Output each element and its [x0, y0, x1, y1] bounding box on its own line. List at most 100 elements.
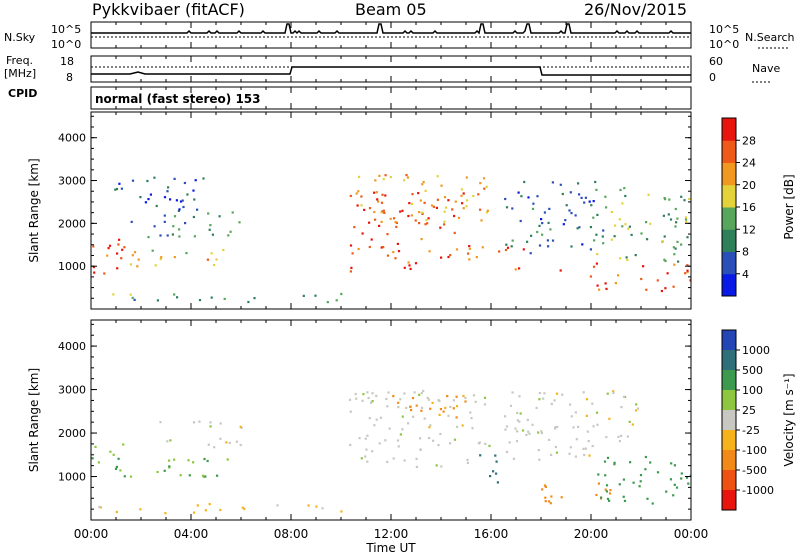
range-cell — [349, 443, 352, 447]
range-cell — [522, 248, 525, 251]
date-label: 26/Nov/2015 — [584, 0, 688, 19]
range-cell — [521, 429, 525, 432]
range-cell — [583, 201, 586, 204]
range-cell — [395, 225, 398, 228]
range-cell — [536, 230, 539, 234]
range-cell — [129, 293, 132, 296]
velocity-cells — [91, 389, 691, 515]
range-cell — [646, 238, 649, 241]
range-cell — [382, 209, 385, 212]
colorbar-tick-label: 24 — [742, 157, 756, 170]
range-cell — [429, 424, 432, 427]
range-cell — [146, 179, 149, 183]
range-cell — [168, 465, 171, 468]
range-cell — [620, 434, 623, 437]
range-cell — [644, 468, 647, 471]
range-cell — [384, 439, 387, 442]
range-cell — [540, 432, 543, 435]
range-cell — [204, 509, 207, 512]
range-cell — [115, 187, 119, 191]
range-cell — [374, 179, 377, 182]
y-tick-label: 4000 — [58, 340, 86, 353]
range-cell — [99, 506, 102, 509]
range-cell — [686, 269, 689, 272]
colorbar-swatch — [722, 330, 736, 351]
range-cell — [159, 234, 162, 237]
range-cell — [177, 209, 180, 212]
range-cell — [193, 198, 196, 201]
range-cell — [584, 447, 587, 450]
range-cell — [410, 408, 413, 412]
range-cell — [399, 398, 402, 401]
colorbar-tick-label: 8 — [742, 246, 749, 259]
range-cell — [436, 198, 439, 201]
range-cell — [574, 214, 577, 217]
range-cell — [133, 298, 136, 301]
range-cell — [608, 417, 611, 420]
range-cell — [382, 178, 385, 181]
range-cell — [674, 247, 677, 250]
range-cell — [123, 246, 126, 249]
colorbar-tick-label: 100 — [742, 384, 763, 397]
range-cell — [663, 197, 666, 200]
range-cell — [213, 446, 216, 449]
range-cell — [226, 458, 229, 461]
range-cell — [373, 191, 376, 194]
range-cell — [192, 215, 195, 219]
range-cell — [620, 406, 623, 409]
range-cell — [538, 244, 542, 247]
range-cell — [449, 405, 452, 408]
range-cell — [357, 247, 360, 251]
colorbar-tick-label: -25 — [742, 424, 760, 437]
range-cell — [673, 464, 676, 467]
range-cell — [392, 251, 395, 254]
freq-unit: [MHz] — [4, 67, 37, 80]
range-cell — [538, 398, 541, 401]
range-cell — [108, 244, 112, 247]
range-cell — [241, 506, 244, 509]
range-cell — [375, 191, 378, 194]
range-cell — [554, 445, 557, 449]
range-cell — [375, 418, 378, 421]
range-cell — [474, 400, 477, 403]
range-cell — [178, 235, 181, 238]
range-cell — [661, 240, 664, 243]
freq-label: Freq. — [6, 54, 34, 67]
range-cell — [592, 216, 595, 219]
range-cell — [461, 202, 464, 205]
range-cell — [428, 250, 431, 253]
range-cell — [153, 176, 156, 179]
range-cell — [373, 424, 376, 427]
range-cell — [669, 218, 673, 221]
range-cell — [518, 395, 521, 398]
range-cell — [623, 499, 627, 502]
range-cell — [675, 486, 679, 489]
range-cell — [479, 182, 482, 185]
range-cell — [406, 176, 409, 179]
range-cell — [506, 246, 510, 249]
range-cell — [519, 412, 522, 415]
range-cell — [410, 202, 413, 206]
y-tick-label: 3000 — [58, 384, 86, 397]
range-cell — [453, 438, 456, 441]
range-cell — [626, 258, 629, 262]
colorbar-tick-label: 4 — [742, 268, 749, 281]
range-cell — [649, 461, 652, 464]
range-cell — [447, 414, 450, 417]
range-cell — [570, 212, 573, 215]
range-cell — [496, 481, 499, 484]
colorbar-swatch — [722, 390, 736, 411]
range-cell — [166, 190, 169, 193]
range-cell — [397, 406, 400, 409]
range-cell — [432, 439, 435, 442]
range-cell — [668, 198, 671, 201]
range-cell — [219, 508, 222, 512]
range-cell — [91, 457, 94, 460]
range-cell — [358, 175, 361, 178]
range-cell — [588, 454, 591, 457]
range-cell — [173, 458, 176, 461]
range-cell — [431, 401, 434, 404]
x-tick-label: 00:00 — [674, 527, 709, 541]
range-cell — [597, 473, 600, 476]
